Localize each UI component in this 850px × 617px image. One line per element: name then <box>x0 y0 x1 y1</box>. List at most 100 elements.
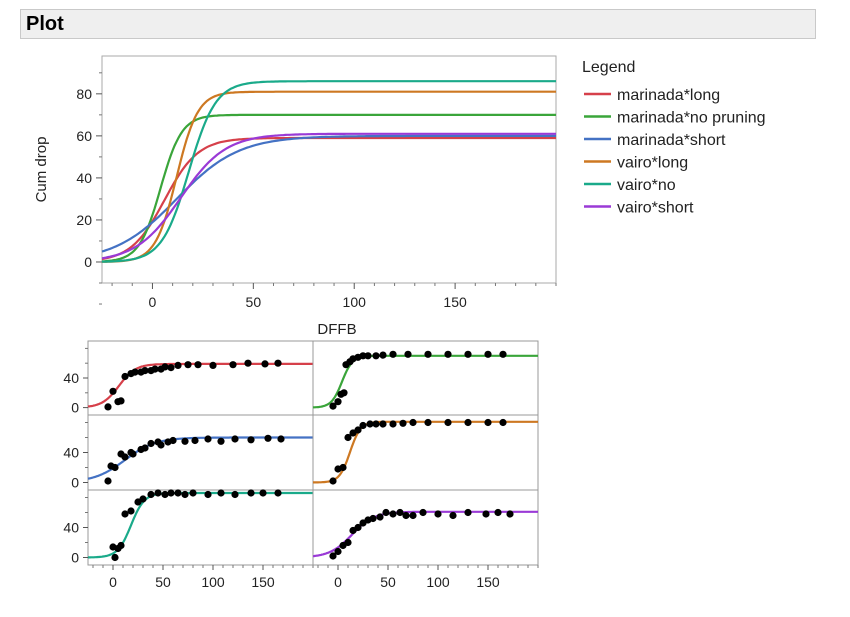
small-data-point-5-13 <box>402 511 410 520</box>
small-data-point-4-9 <box>154 489 162 497</box>
small-data-point-3-10 <box>389 420 397 428</box>
small-data-point-3-13 <box>424 418 432 427</box>
main-y-tick-label: 0 <box>84 254 92 270</box>
small-data-point-1-11 <box>379 351 387 359</box>
main-series-line-1 <box>101 113 556 263</box>
small-data-point-2-9 <box>147 439 155 448</box>
small-data-point-4-11 <box>167 489 175 497</box>
small-data-point-1-14 <box>424 350 432 358</box>
small-data-point-5-19 <box>482 510 490 518</box>
small-data-point-4-18 <box>247 489 255 497</box>
small-data-point-5-17 <box>449 511 457 520</box>
small-data-point-4-1 <box>111 553 119 562</box>
small-data-point-4-17 <box>231 490 239 499</box>
small-data-point-4-4 <box>121 510 129 518</box>
main-plot-frame <box>101 55 557 284</box>
small-data-point-0-20 <box>261 360 269 368</box>
small-x-tick-label: 150 <box>476 574 500 590</box>
small-data-point-2-0 <box>104 477 112 485</box>
small-data-point-4-16 <box>217 489 225 497</box>
small-y-tick-label: 40 <box>63 445 79 461</box>
small-data-point-1-0 <box>329 402 337 410</box>
small-data-point-5-10 <box>382 508 390 517</box>
small-data-point-0-10 <box>151 365 159 373</box>
legend-label-3: vairo*long <box>617 155 688 172</box>
small-data-point-1-9 <box>364 352 372 360</box>
small-data-point-5-8 <box>369 514 377 523</box>
small-y-tick-label: 40 <box>63 520 79 536</box>
main-x-axis-title: DFFB <box>317 321 356 338</box>
small-data-point-2-11 <box>157 441 165 449</box>
small-data-point-3-2 <box>339 463 347 472</box>
small-data-point-2-15 <box>191 436 199 445</box>
small-data-point-0-17 <box>209 361 217 369</box>
small-data-point-2-19 <box>247 436 255 444</box>
small-data-point-5-16 <box>434 510 442 518</box>
small-y-tick-label: 0 <box>71 550 79 566</box>
small-data-point-2-4 <box>121 453 129 461</box>
small-data-point-3-16 <box>484 418 492 427</box>
small-data-point-5-9 <box>376 513 384 521</box>
small-data-point-2-20 <box>264 434 272 442</box>
small-data-point-0-21 <box>274 359 282 367</box>
main-series-line-2 <box>101 134 556 253</box>
small-data-point-0-1 <box>109 387 117 395</box>
small-data-point-0-18 <box>229 361 237 369</box>
small-data-point-0-13 <box>167 364 175 372</box>
small-x-tick-label: 50 <box>380 574 396 590</box>
small-data-point-1-3 <box>340 389 348 397</box>
legend-label-0: marinada*long <box>617 87 720 104</box>
small-x-tick-label: 50 <box>155 574 171 590</box>
small-data-point-0-16 <box>194 361 202 369</box>
small-data-point-3-5 <box>354 426 362 434</box>
small-data-point-5-18 <box>464 508 472 517</box>
small-data-point-4-12 <box>174 489 182 497</box>
small-data-point-4-7 <box>139 495 147 503</box>
small-data-point-5-15 <box>419 508 427 517</box>
small-data-point-3-12 <box>409 418 417 427</box>
small-data-point-2-18 <box>231 435 239 443</box>
small-data-point-2-13 <box>169 436 177 445</box>
main-x-tick-label: 100 <box>343 294 367 310</box>
small-data-point-4-15 <box>204 490 212 499</box>
small-data-point-4-8 <box>147 490 155 499</box>
small-data-point-2-17 <box>217 437 225 445</box>
small-data-point-1-10 <box>372 352 380 360</box>
small-data-point-0-15 <box>184 361 192 369</box>
plot-header-title: Plot <box>26 13 64 35</box>
main-x-tick-label: 50 <box>246 294 262 310</box>
small-data-point-4-13 <box>181 490 189 499</box>
small-data-point-1-15 <box>444 350 452 358</box>
small-data-point-4-10 <box>161 490 169 499</box>
small-data-point-2-14 <box>181 437 189 445</box>
small-panel-frame-3 <box>312 414 539 491</box>
small-data-point-1-12 <box>389 350 397 358</box>
main-series-line-3 <box>102 90 556 263</box>
main-y-tick-label: 80 <box>76 86 92 102</box>
small-data-point-1-17 <box>484 350 492 358</box>
small-data-point-4-20 <box>274 489 282 497</box>
main-y-axis-title: Cum drop <box>33 137 50 203</box>
small-data-point-0-6 <box>131 368 139 376</box>
small-x-tick-label: 150 <box>251 574 275 590</box>
small-data-point-3-7 <box>366 420 374 428</box>
small-data-point-2-2 <box>111 463 119 472</box>
small-data-point-0-8 <box>141 367 149 375</box>
legend-label-1: marinada*no pruning <box>617 110 766 127</box>
small-data-point-1-1 <box>334 398 342 406</box>
main-x-tick-label: 0 <box>149 294 157 310</box>
small-data-point-1-13 <box>404 350 412 358</box>
small-data-point-3-6 <box>359 421 367 430</box>
small-data-point-1-18 <box>499 350 507 358</box>
small-data-point-3-3 <box>344 433 352 442</box>
small-data-point-2-6 <box>129 450 137 458</box>
small-data-point-0-12 <box>161 363 169 371</box>
small-panel-frame-5 <box>312 489 539 566</box>
small-data-point-3-14 <box>444 418 452 427</box>
small-x-tick-label: 100 <box>201 574 225 590</box>
small-data-point-5-12 <box>396 508 404 517</box>
plot-header[interactable]: Plot <box>20 9 816 39</box>
small-data-point-5-21 <box>506 510 514 518</box>
small-data-point-0-14 <box>174 361 182 369</box>
